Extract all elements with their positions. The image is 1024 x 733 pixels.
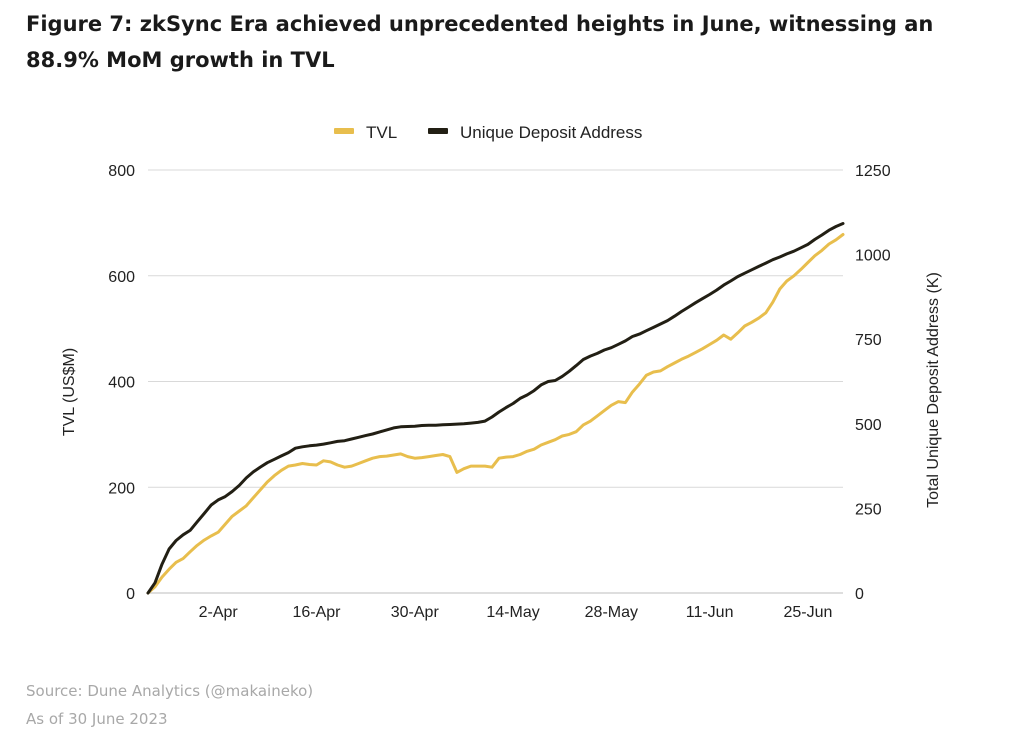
y2-tick-label: 1000 — [855, 248, 891, 265]
y-tick-label: 600 — [108, 269, 135, 286]
y-tick-label: 400 — [108, 375, 135, 392]
y2-axis-label: Total Unique Deposit Address (K) — [925, 272, 942, 508]
x-axis: 2-Apr 16-Apr 30-Apr 14-May 28-May 11-Jun 25-Ju… — [148, 592, 843, 621]
y-axis-label: TVL (US$M) — [61, 348, 78, 436]
line-chart: TVL Unique Deposit Address 0200400600800 … — [61, 123, 942, 621]
y2-tick-label: 250 — [855, 501, 882, 518]
x-tick-label: 16-Apr — [292, 604, 341, 621]
legend: TVL Unique Deposit Address — [334, 123, 642, 142]
figure-title: Figure 7: zkSync Era achieved unpreceden… — [26, 12, 934, 72]
x-tick-label: 25-Jun — [783, 604, 832, 621]
y2-tick-label: 750 — [855, 332, 882, 349]
x-tick-label: 30-Apr — [391, 604, 440, 621]
legend-label: Unique Deposit Address — [460, 123, 642, 142]
y2-tick-label: 1250 — [855, 163, 891, 180]
left-axis: 0 200 400 600 800 — [108, 163, 135, 603]
as-of-note: As of 30 June 2023 — [26, 710, 168, 728]
legend-swatch — [334, 128, 354, 134]
series-line-unique-deposit-address — [146, 222, 845, 595]
x-tick-label: 28-May — [585, 604, 638, 621]
y2-tick-label: 0 — [855, 586, 864, 603]
x-tick-label: 2-Apr — [199, 604, 239, 621]
x-tick-label: 14-May — [486, 604, 539, 621]
legend-label: TVL — [366, 123, 397, 142]
y-tick-label: 0 — [126, 586, 135, 603]
x-tick-label: 11-Jun — [686, 604, 734, 621]
source-note: Source: Dune Analytics (@makaineko) — [26, 682, 314, 700]
y-tick-label: 200 — [108, 480, 135, 497]
gridlines — [148, 169, 843, 488]
y-tick-label: 800 — [108, 163, 135, 180]
series-line-tvl — [146, 233, 845, 595]
y2-tick-label: 500 — [855, 417, 882, 434]
series-layer — [146, 222, 845, 595]
legend-swatch — [428, 128, 448, 134]
right-axis: 0 250 500 750 1000 1250 — [855, 163, 891, 603]
